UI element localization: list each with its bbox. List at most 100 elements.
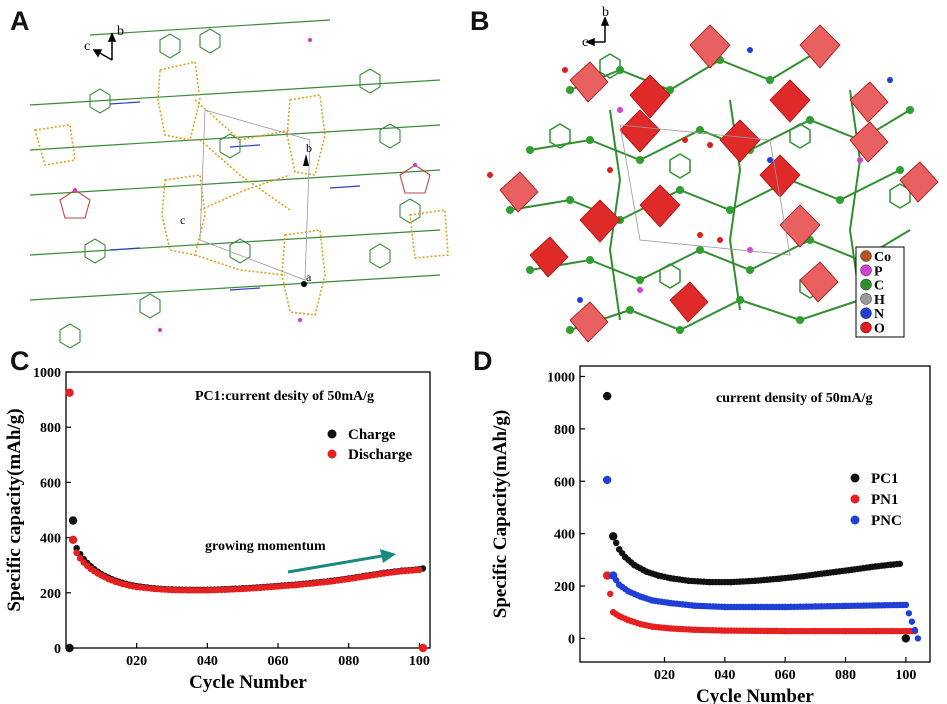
x-axis-title: Cycle Number bbox=[189, 672, 307, 693]
data-point bbox=[706, 578, 713, 586]
cell-origin-dot bbox=[301, 281, 307, 287]
data-point bbox=[257, 584, 264, 592]
data-point bbox=[800, 572, 807, 580]
legend-swatch-h bbox=[860, 293, 872, 305]
legend-label-c: C bbox=[874, 279, 884, 294]
data-point bbox=[416, 566, 423, 574]
data-point bbox=[751, 577, 759, 584]
legend-label-pc1: PC1 bbox=[871, 471, 899, 487]
data-point bbox=[691, 626, 698, 633]
plot-frame bbox=[65, 371, 431, 649]
data-point bbox=[667, 574, 674, 582]
cell-label-c: c bbox=[180, 213, 185, 227]
x-tick-label: 100 bbox=[409, 654, 430, 669]
legend-marker-pnc bbox=[850, 515, 860, 525]
data-point bbox=[126, 582, 133, 589]
y-tick-label: 1000 bbox=[547, 370, 575, 385]
data-point bbox=[812, 627, 819, 635]
axis-label-c-panel-b: c bbox=[582, 35, 588, 50]
series-pnc bbox=[602, 475, 922, 642]
data-point bbox=[721, 603, 729, 611]
data-point bbox=[848, 566, 855, 573]
data-point bbox=[133, 583, 140, 591]
y-tick-label: 1000 bbox=[33, 366, 61, 381]
x-tick-label: 040 bbox=[714, 668, 735, 683]
axis-label-c: c bbox=[84, 39, 90, 54]
data-point bbox=[73, 544, 80, 552]
data-point bbox=[616, 546, 623, 553]
x-tick-label: 060 bbox=[268, 654, 289, 669]
data-point bbox=[73, 549, 80, 556]
x-tick-label: 080 bbox=[835, 668, 856, 683]
data-point bbox=[649, 623, 656, 630]
data-point bbox=[151, 585, 158, 593]
x-tick-label: 080 bbox=[338, 654, 359, 669]
panel-label-c: C bbox=[10, 346, 30, 376]
data-point bbox=[824, 569, 831, 577]
x-axis-title: Cycle Number bbox=[696, 686, 814, 704]
data-point bbox=[842, 627, 849, 635]
panel-label-d: D bbox=[473, 346, 493, 376]
y-tick-label: 0 bbox=[54, 642, 61, 657]
x-tick-label: 020 bbox=[126, 654, 147, 669]
legend-marker-discharge bbox=[327, 449, 337, 459]
plot-frame bbox=[579, 365, 931, 663]
legend-swatch-o bbox=[860, 321, 872, 334]
y-tick-label: 400 bbox=[554, 528, 575, 543]
data-point bbox=[398, 568, 405, 575]
data-point bbox=[872, 563, 879, 570]
data-point bbox=[667, 599, 674, 607]
trend-arrow-shaft bbox=[287, 554, 383, 574]
y-tick-label: 200 bbox=[40, 587, 61, 602]
data-point bbox=[911, 626, 919, 634]
panel-label-a: A bbox=[10, 6, 30, 36]
data-point bbox=[727, 578, 735, 586]
axes-indicator-b bbox=[585, 16, 610, 47]
data-point bbox=[327, 578, 335, 585]
data-point bbox=[902, 601, 910, 609]
data-point bbox=[68, 535, 78, 545]
y-tick-label: 0 bbox=[568, 632, 575, 647]
data-point bbox=[613, 539, 620, 547]
data-point bbox=[602, 475, 612, 485]
legend-label-pnc: PNC bbox=[871, 513, 902, 529]
legend-label-p: P bbox=[874, 264, 883, 279]
data-point bbox=[781, 603, 789, 611]
x-tick-label: 100 bbox=[895, 668, 916, 683]
data-point bbox=[901, 634, 911, 643]
axis-label-b-panel-b: b bbox=[602, 5, 609, 20]
legend-label-co: Co bbox=[874, 250, 891, 265]
data-point bbox=[781, 627, 789, 635]
data-point bbox=[221, 586, 229, 593]
data-point bbox=[608, 532, 618, 541]
chart-annotation: current density of 50mA/g bbox=[716, 391, 872, 406]
data-point bbox=[609, 609, 617, 616]
data-point bbox=[751, 627, 759, 635]
y-tick-label: 200 bbox=[554, 580, 575, 595]
data-point bbox=[606, 590, 614, 598]
data-point bbox=[902, 627, 910, 635]
data-point bbox=[112, 578, 119, 585]
legend-label-o: O bbox=[874, 322, 885, 337]
data-point bbox=[98, 572, 105, 579]
growing-momentum-text: growing momentum bbox=[205, 539, 326, 554]
data-point bbox=[908, 618, 916, 625]
legend-label-charge: Charge bbox=[348, 427, 396, 443]
data-point bbox=[655, 572, 662, 579]
data-point bbox=[418, 643, 428, 653]
panel-c-chart: 0 200 400 600 800 1000 020 040 060 080 100 Cycle Nu… bbox=[4, 366, 431, 693]
legend-marker-charge bbox=[327, 429, 337, 439]
legend-swatch-c bbox=[860, 278, 872, 291]
data-point bbox=[105, 575, 112, 583]
legend-swatch-p bbox=[860, 264, 872, 277]
y-tick-label: 800 bbox=[40, 421, 61, 436]
data-point bbox=[905, 610, 913, 617]
data-point bbox=[625, 616, 632, 624]
data-point bbox=[667, 625, 674, 632]
data-point bbox=[616, 612, 623, 620]
axes-indicator-a bbox=[92, 32, 117, 61]
y-tick-label: 600 bbox=[40, 476, 61, 491]
x-tick-label: 040 bbox=[197, 654, 218, 669]
data-point bbox=[616, 581, 623, 588]
y-axis-title: Specific capacity(mAh/g) bbox=[4, 408, 25, 611]
